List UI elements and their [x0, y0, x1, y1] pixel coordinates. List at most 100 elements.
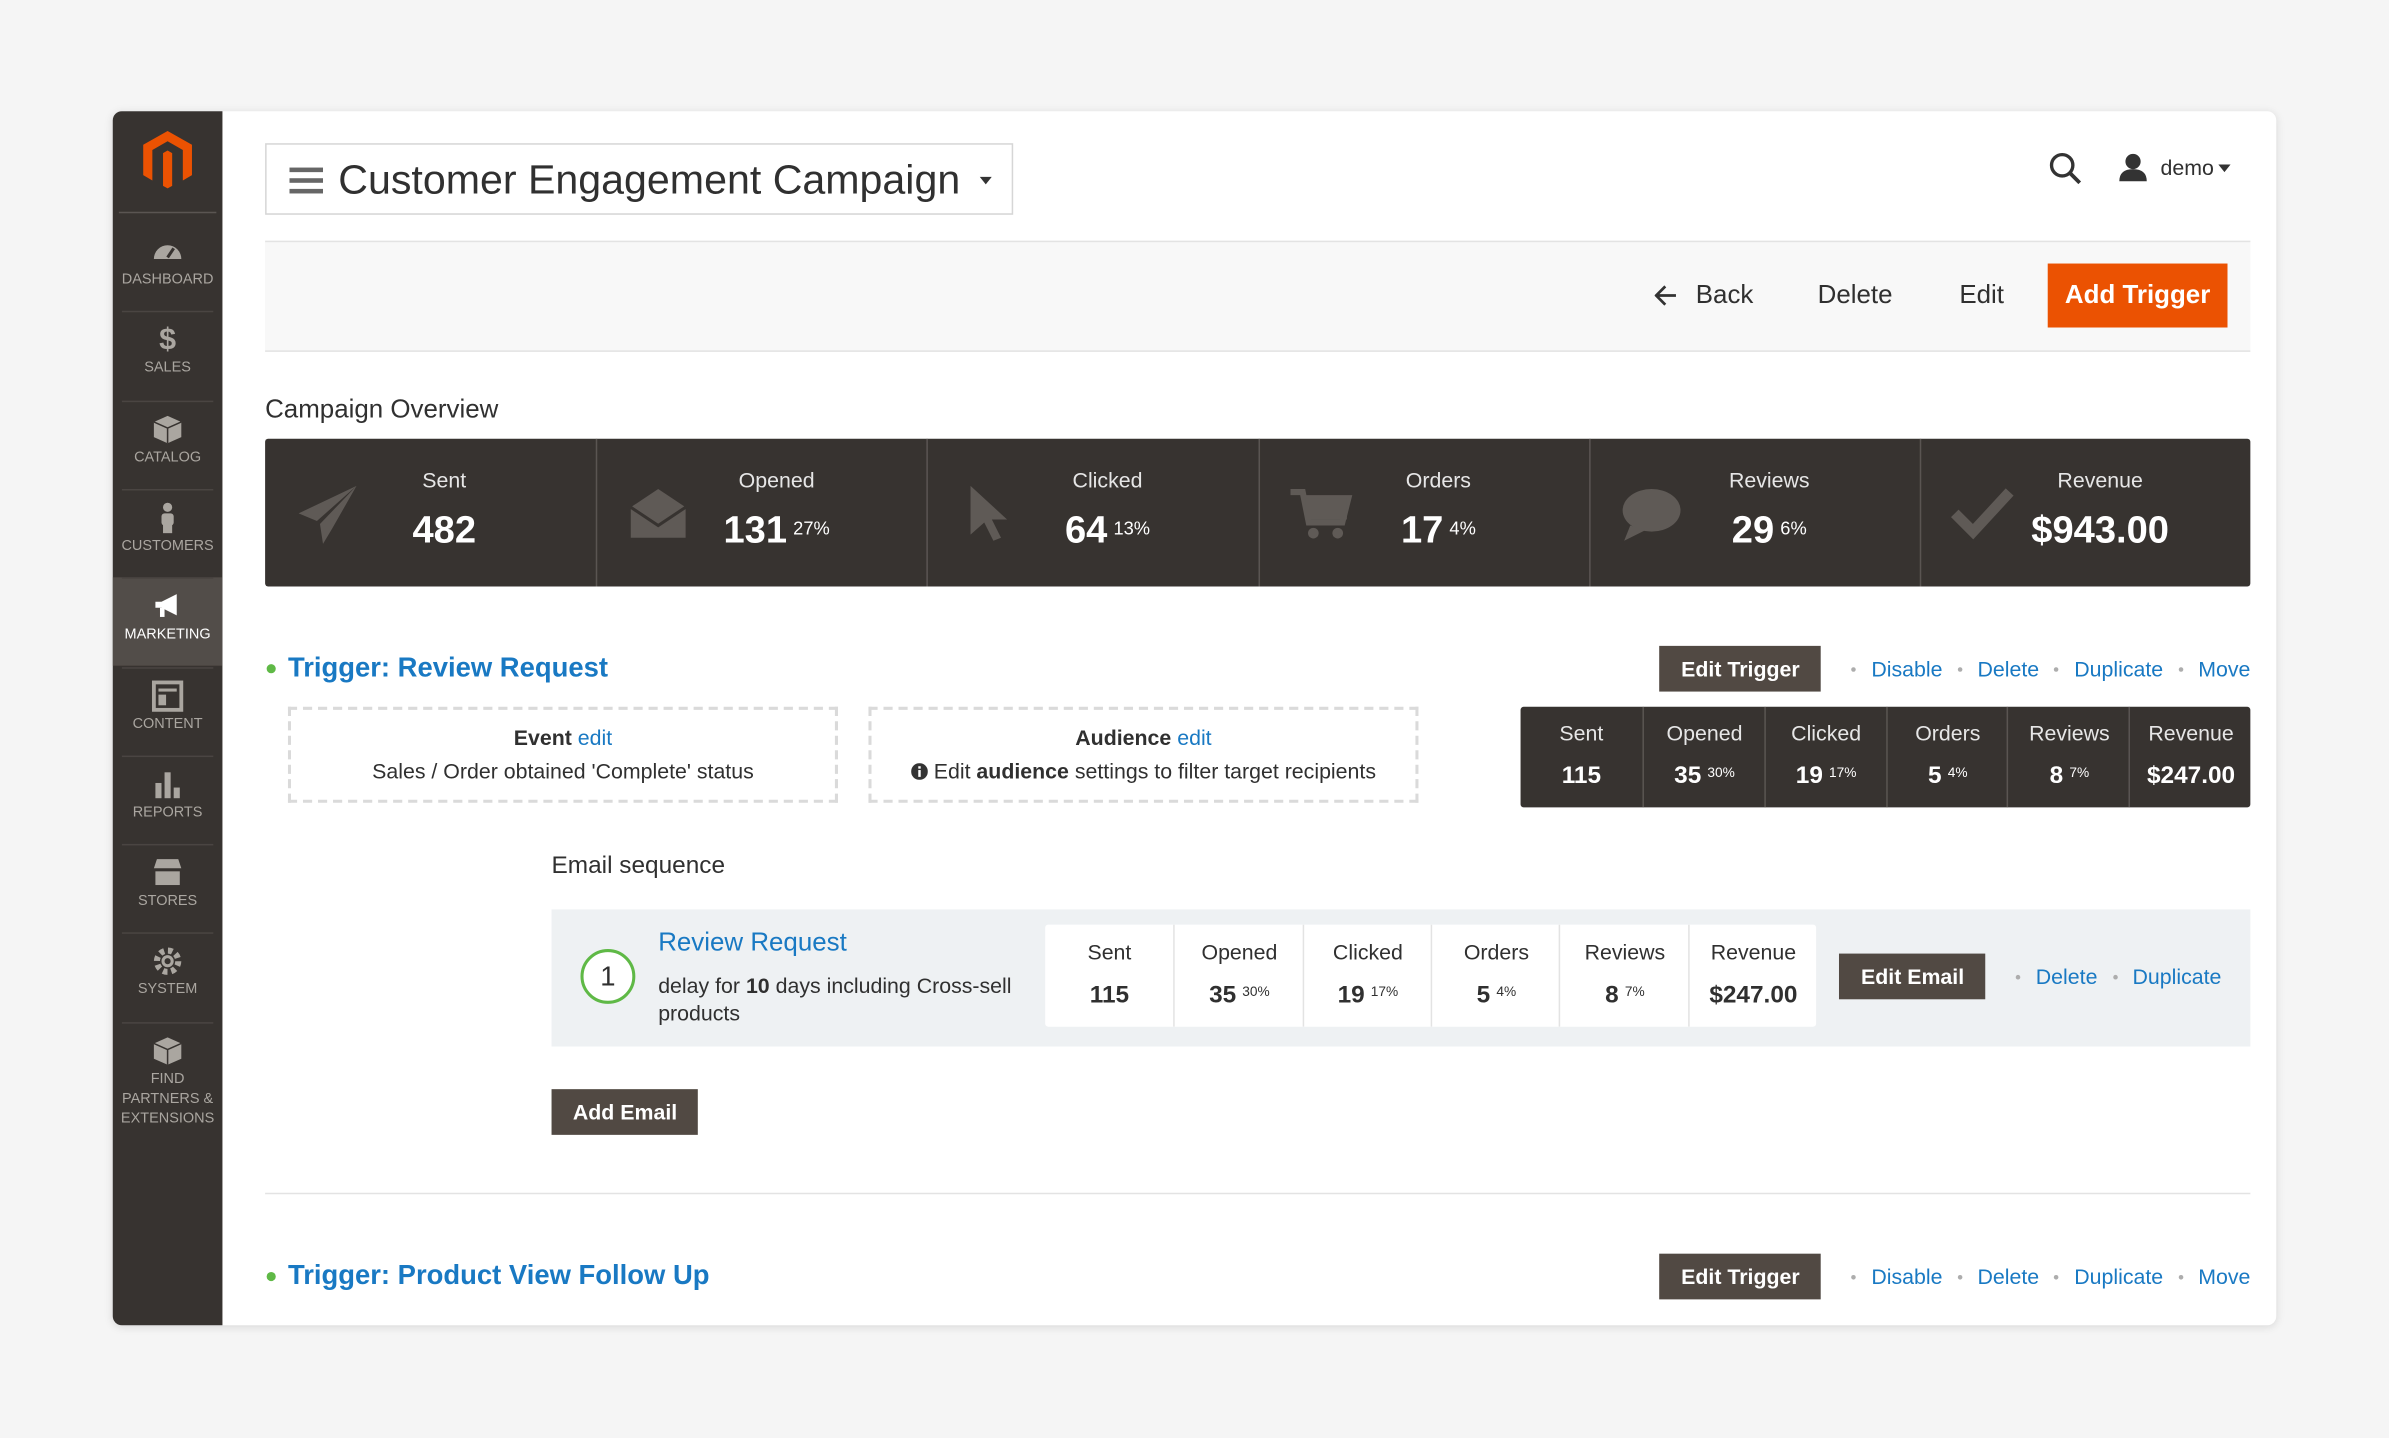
separator-dot — [1851, 1274, 1857, 1279]
stat-percent: 30% — [1707, 764, 1735, 780]
stat-label: Revenue — [2148, 720, 2234, 745]
stat-percent: 30% — [1242, 984, 1270, 1000]
event-heading: Event edit — [291, 725, 835, 749]
stat-value: 8 — [2049, 763, 2064, 790]
stat-cell: Revenue $943.00 — [1919, 438, 2250, 587]
stat-percent: 17% — [1370, 984, 1399, 1000]
separator-dot — [2054, 666, 2059, 672]
stat-label: Sent — [1087, 939, 1132, 965]
email-title[interactable]: Review Request — [658, 927, 847, 957]
trigger-title[interactable]: Trigger: Review Request — [287, 651, 609, 683]
search-icon[interactable] — [2048, 151, 2085, 188]
email-delay: delay for 10 days including Cross-sell p… — [658, 972, 1024, 1027]
stat-label: Revenue — [2057, 467, 2143, 493]
sidebar-icon — [155, 594, 177, 618]
sidebar-label[interactable]: REPORTS — [132, 803, 203, 821]
stat-icon — [1289, 488, 1352, 539]
stat-label: Opened — [1201, 939, 1278, 965]
back-button[interactable]: Back — [1695, 280, 1754, 310]
stat-cell: Orders 17 4% — [1257, 438, 1589, 587]
audience-text: Edit — [933, 758, 971, 783]
sidebar-label[interactable]: STORES — [137, 892, 198, 910]
separator-dot — [2112, 974, 2118, 979]
stat-label: Clicked — [1332, 939, 1403, 965]
stat-percent: 17% — [1829, 764, 1857, 780]
stat-cell: Clicked 19 17% — [1302, 924, 1430, 1027]
stat-value: 64 — [1064, 508, 1108, 552]
stat-cell: Reviews 8 7% — [2007, 706, 2131, 808]
sidebar: DASHBOARD $ SALES CATALOG CUSTOMERS MARKETING… — [112, 111, 223, 1326]
separator-dot — [1851, 666, 1857, 672]
stat-cell: Opened 35 30% — [1642, 706, 1764, 808]
sidebar-label[interactable]: CONTENT — [132, 715, 203, 732]
stat-value: 5 — [1928, 763, 1942, 790]
delay-bold: 10 — [745, 973, 770, 998]
sidebar-label[interactable]: CUSTOMERS — [121, 537, 214, 555]
sidebar-icon — [151, 679, 184, 712]
sidebar-label[interactable]: SALES — [144, 359, 191, 377]
delete-button[interactable]: Delete — [1817, 280, 1893, 310]
action-link[interactable]: Move — [2198, 656, 2251, 681]
stat-cell: Orders 5 4% — [1885, 706, 2007, 808]
event-edit-link[interactable]: edit — [577, 725, 613, 750]
stat-value: $247.00 — [2146, 763, 2236, 790]
edit-button[interactable]: Edit — [1959, 280, 2004, 310]
action-button[interactable]: Edit Trigger — [1659, 645, 1822, 692]
stat-icon — [630, 488, 687, 538]
stat-value: 8 — [1605, 982, 1619, 1009]
email-stats: Sent 115 Opened 35 30% Clicked 19 17% Orders 5 4% R… — [1045, 924, 1817, 1027]
stat-cell: Sent 115 — [1521, 707, 1643, 808]
stat-cell: Clicked 19 17% — [1763, 706, 1887, 808]
audience-edit-link[interactable]: edit — [1177, 725, 1212, 750]
action-link[interactable]: Delete — [2035, 964, 2098, 989]
add-trigger-button[interactable]: Add Trigger — [2047, 263, 2228, 328]
action-button[interactable]: Edit Email — [1839, 953, 1986, 1000]
sidebar-label[interactable]: SYSTEM — [137, 981, 198, 999]
action-button[interactable]: Edit Trigger — [1659, 1253, 1822, 1300]
stat-cell: Orders 5 4% — [1430, 924, 1559, 1027]
action-link[interactable]: Disable — [1871, 1264, 1943, 1289]
sidebar-label[interactable]: CATALOG — [134, 448, 202, 466]
action-link[interactable]: Delete — [1977, 656, 2040, 681]
sidebar-icon — [153, 1036, 182, 1065]
stat-label: Revenue — [1710, 939, 1797, 965]
stat-cell: Sent 115 — [1045, 925, 1173, 1027]
stat-icon — [1950, 488, 2014, 540]
stat-value-row: 19 17% — [1765, 763, 1887, 790]
section-divider — [265, 1192, 2251, 1195]
sidebar-active — [112, 577, 223, 666]
sidebar-label[interactable]: DASHBOARD — [121, 271, 214, 288]
logo-divider — [118, 211, 217, 214]
menu-icon — [289, 167, 324, 194]
trigger-stats: Sent 115 Opened 35 30% Clicked 19 17% Orders 5 4% R… — [1520, 706, 2251, 808]
stat-value-row: 8 7% — [2009, 763, 2131, 790]
page-title: Customer Engagement Campaign — [338, 156, 961, 203]
action-link[interactable]: Duplicate — [2074, 656, 2164, 681]
title-caret — [979, 176, 992, 185]
action-link[interactable]: Move — [2198, 1264, 2251, 1289]
stat-value: 131 — [723, 508, 788, 552]
title-box[interactable]: Customer Engagement Campaign — [265, 143, 1014, 215]
sidebar-label[interactable]: MARKETING — [124, 626, 211, 644]
sidebar-label[interactable]: FIND PARTNERS & EXTENSIONS — [120, 1070, 215, 1127]
user-name[interactable]: demo — [2160, 155, 2214, 180]
trigger-title[interactable]: Trigger: Product View Follow Up — [287, 1259, 710, 1291]
event-box: Event edit Sales / Order obtained 'Comple… — [287, 706, 838, 803]
stat-icon — [1622, 488, 1681, 541]
action-link[interactable]: Disable — [1871, 656, 1943, 681]
logo[interactable] — [140, 129, 195, 190]
sidebar-divider — [121, 400, 214, 402]
stat-label: Reviews — [1584, 939, 1666, 965]
stat-value-row: $247.00 — [2130, 763, 2250, 790]
stat-label: Opened — [1666, 720, 1743, 745]
add-email-button[interactable]: Add Email — [551, 1089, 699, 1135]
sidebar-divider — [121, 844, 214, 846]
stat-value: 115 — [1089, 982, 1130, 1009]
action-link[interactable]: Duplicate — [2074, 1264, 2164, 1289]
stat-cell: Reviews 29 6% — [1588, 438, 1920, 587]
action-link[interactable]: Delete — [1977, 1264, 2040, 1289]
audience-box: Audience edit Edit audience settings to f… — [868, 706, 1419, 803]
stat-percent: 6% — [1780, 517, 1807, 540]
action-link[interactable]: Duplicate — [2132, 964, 2222, 989]
stat-label: Orders — [1915, 720, 1981, 745]
